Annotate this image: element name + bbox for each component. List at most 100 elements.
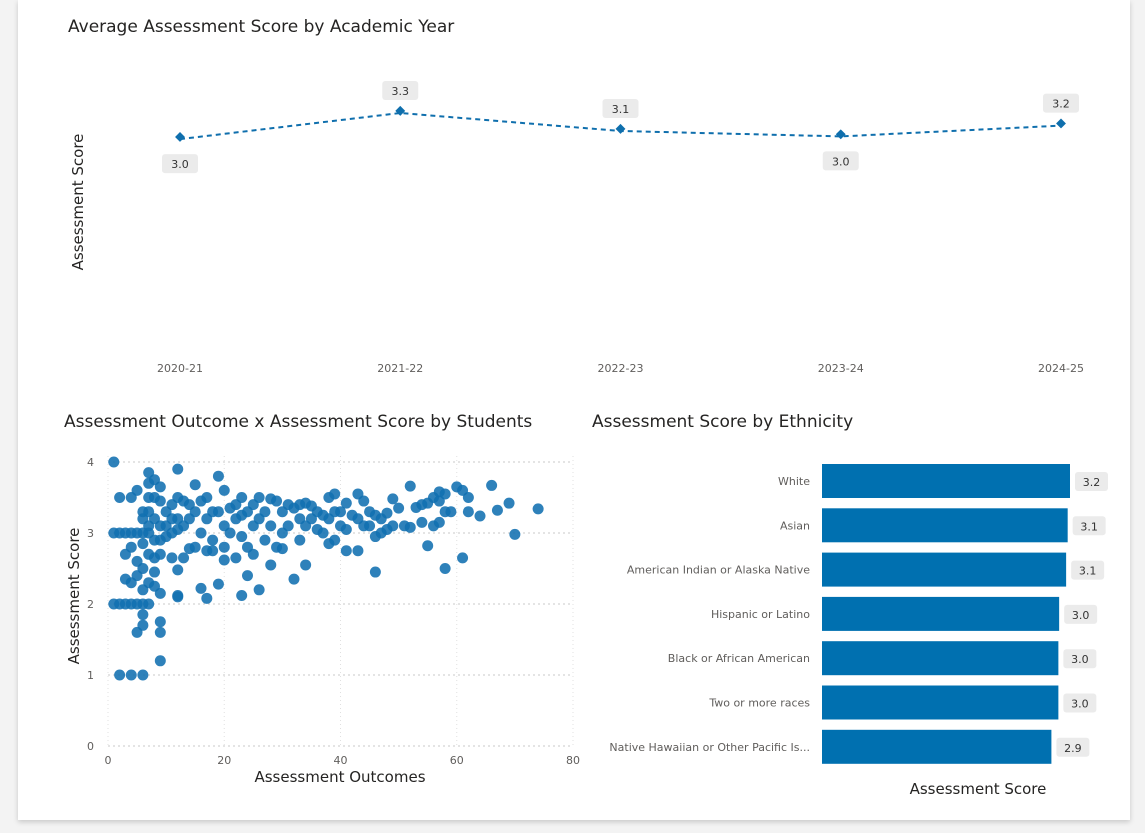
- scatter-point: [201, 492, 213, 503]
- data-label: 3.0: [1071, 653, 1089, 666]
- scatter-point: [125, 669, 137, 681]
- data-label-bg: [1043, 93, 1079, 113]
- data-label: 3.0: [1071, 698, 1089, 711]
- scatter-point: [131, 484, 143, 496]
- scatter-point: [236, 531, 248, 543]
- scatter-point: [329, 534, 341, 546]
- x-tick-label: 2024-25: [1038, 362, 1084, 375]
- scatter-point: [154, 495, 166, 507]
- report-canvas: Average Assessment Score by Academic Yea…: [18, 0, 1130, 820]
- scatter-point: [387, 520, 399, 532]
- scatter-point: [439, 563, 451, 574]
- scatter-point: [439, 488, 451, 500]
- data-label: 3.2: [1052, 98, 1070, 111]
- data-label: 3.3: [392, 85, 410, 98]
- scatter-point: [474, 510, 486, 522]
- data-label-bg: [1072, 516, 1106, 536]
- data-label: 3.0: [171, 158, 189, 171]
- scatter-point: [404, 521, 416, 533]
- data-label: 3.1: [1079, 565, 1097, 578]
- line-point: [835, 129, 846, 140]
- y-tick-label: 3: [87, 527, 94, 540]
- scatter-point: [393, 502, 405, 514]
- scatter-point: [236, 492, 248, 503]
- scatter-point: [462, 506, 474, 518]
- data-label: 3.2: [1083, 476, 1101, 489]
- data-label: 2.9: [1064, 742, 1082, 755]
- x-tick-label: 0: [105, 754, 112, 767]
- bar: [822, 729, 1052, 764]
- scatter-point: [154, 587, 166, 599]
- scatter-point: [364, 520, 376, 532]
- data-label: 3.0: [1072, 609, 1090, 622]
- category-label: Hispanic or Latino: [711, 608, 810, 621]
- scatter-point: [253, 492, 265, 503]
- scatter-point: [137, 609, 149, 621]
- report-svg: Average Assessment Score by Academic Yea…: [64, 17, 1108, 798]
- scatter-point: [137, 538, 149, 550]
- scatter-point: [236, 589, 248, 601]
- data-label-bg: [1063, 693, 1097, 713]
- data-label-bg: [162, 154, 198, 174]
- x-tick-label: 60: [450, 754, 464, 767]
- scatter-point: [125, 541, 137, 553]
- scatter-chart: Assessment Outcome x Assessment Score by…: [64, 412, 580, 786]
- scatter-point: [247, 548, 259, 560]
- scatter-point: [154, 655, 166, 667]
- scatter-point: [387, 493, 399, 505]
- scatter-point: [230, 552, 242, 564]
- scatter-point: [201, 592, 213, 604]
- scatter-point: [154, 616, 166, 628]
- data-label-bg: [602, 99, 639, 118]
- scatter-point: [271, 495, 283, 507]
- scatter-point: [276, 543, 288, 555]
- scatter-point: [491, 504, 503, 516]
- scatter-point: [358, 495, 370, 507]
- scatter-point: [114, 669, 126, 681]
- line-chart: Average Assessment Score by Academic Yea…: [68, 17, 1084, 375]
- scatter-point: [189, 541, 201, 553]
- scatter-point: [137, 669, 149, 681]
- scatter-point: [340, 545, 352, 557]
- scatter-point: [218, 484, 230, 496]
- scatter-point: [335, 506, 346, 518]
- bar: [822, 464, 1070, 498]
- data-label-bg: [1064, 604, 1098, 624]
- scatter-point: [317, 527, 329, 539]
- scatter-point: [218, 541, 230, 553]
- scatter-point: [259, 506, 271, 518]
- scatter-point: [300, 559, 312, 571]
- scatter-point: [259, 534, 271, 546]
- data-label: 3.1: [1080, 520, 1098, 533]
- bar: [822, 552, 1067, 587]
- scatter-x-axis-title: Assessment Outcomes: [254, 768, 425, 786]
- scatter-point: [224, 527, 236, 539]
- scatter-point: [352, 545, 364, 557]
- line-point: [175, 132, 185, 142]
- scatter-point: [340, 523, 352, 535]
- scatter-point: [189, 506, 201, 518]
- scatter-point: [509, 528, 521, 540]
- scatter-point: [381, 507, 393, 519]
- scatter-point: [143, 598, 155, 610]
- category-label: White: [778, 475, 810, 488]
- scatter-point: [166, 552, 178, 564]
- x-tick-label: 20: [217, 754, 231, 767]
- bar-chart-title: Assessment Score by Ethnicity: [592, 412, 853, 432]
- x-tick-label: 2022-23: [598, 362, 644, 375]
- scatter-point: [486, 479, 498, 491]
- scatter-point: [329, 488, 341, 500]
- scatter-point: [433, 516, 445, 528]
- scatter-point: [137, 563, 149, 574]
- y-tick-label: 1: [87, 669, 94, 682]
- scatter-point: [189, 479, 201, 491]
- scatter-point: [457, 552, 469, 564]
- category-label: Black or African American: [668, 652, 810, 665]
- category-label: Two or more races: [708, 697, 810, 710]
- category-label: Asian: [780, 519, 810, 532]
- data-label: 3.0: [832, 155, 850, 168]
- scatter-point: [178, 552, 190, 564]
- scatter-point: [282, 520, 294, 532]
- scatter-point: [340, 497, 352, 509]
- data-label-bg: [1063, 649, 1097, 669]
